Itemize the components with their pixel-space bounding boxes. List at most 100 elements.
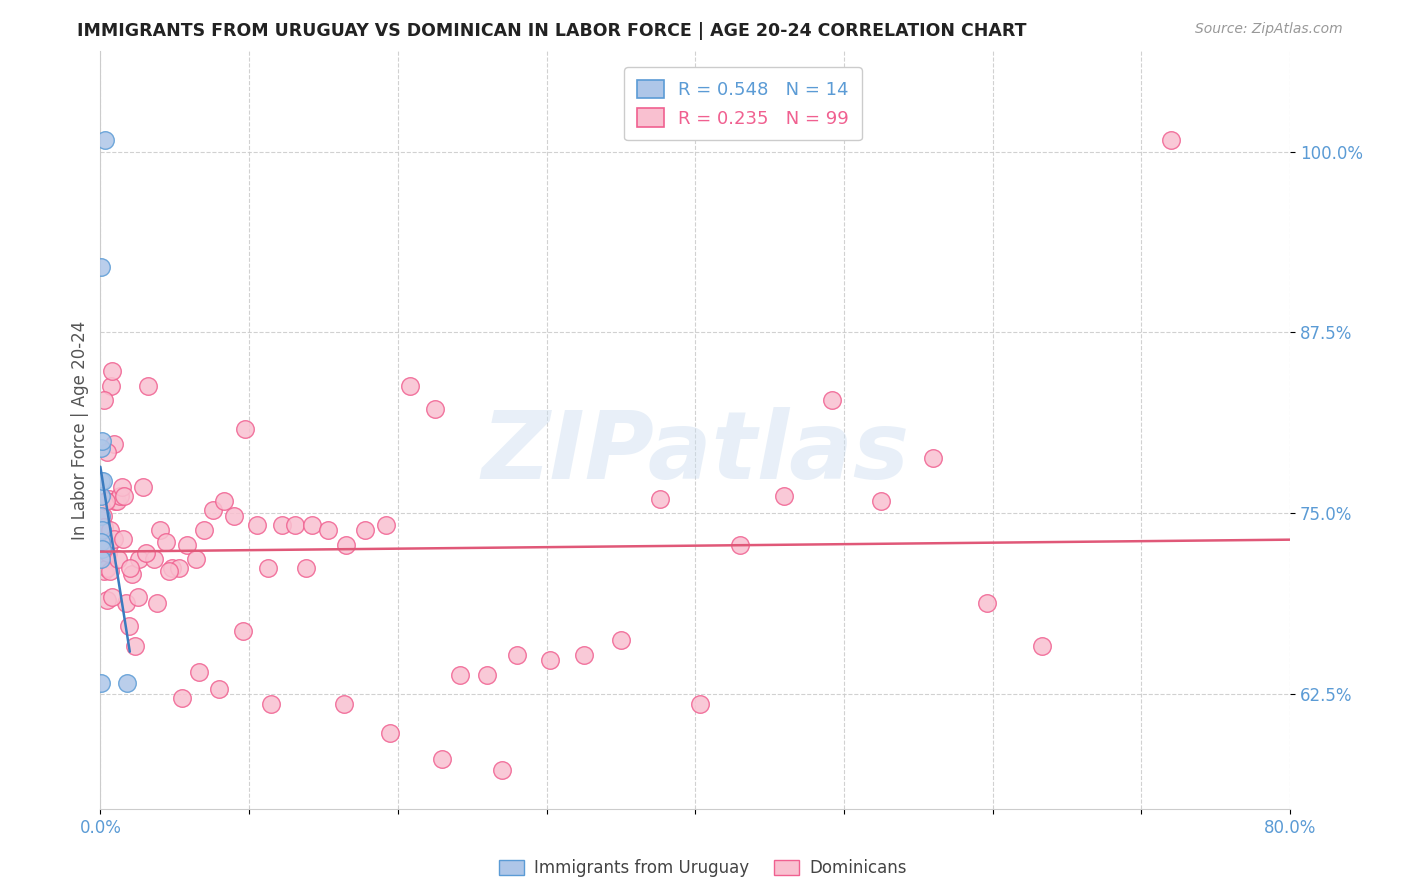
Point (354, 524, 377, 538)
Point (374, 517, 396, 532)
Point (90, 441, 112, 455)
Point (398, 379, 420, 393)
Point (380, 725, 402, 739)
Text: IMMIGRANTS FROM URUGUAY VS DOMINICAN IN LABOR FORCE | AGE 20-24 CORRELATION CHAR: IMMIGRANTS FROM URUGUAY VS DOMINICAN IN … (77, 22, 1026, 40)
Y-axis label: In Labor Force | Age 20-24: In Labor Force | Age 20-24 (72, 320, 89, 540)
Point (90, 676, 112, 690)
Point (96, 592, 118, 607)
Point (103, 532, 125, 546)
Text: Source: ZipAtlas.com: Source: ZipAtlas.com (1195, 22, 1343, 37)
Point (184, 552, 207, 566)
Point (94, 549, 117, 564)
Point (93, 538, 115, 552)
Point (208, 682, 231, 697)
Point (155, 534, 177, 549)
Point (90, 524, 112, 538)
Point (233, 422, 256, 436)
Point (94, 538, 117, 552)
Point (172, 690, 194, 705)
Point (538, 653, 561, 667)
Point (90, 489, 112, 503)
Point (90, 534, 112, 549)
Point (98, 491, 121, 506)
Point (104, 494, 127, 508)
Point (193, 524, 215, 538)
Point (124, 639, 146, 653)
Point (112, 532, 135, 546)
Legend: Immigrants from Uruguay, Dominicans: Immigrants from Uruguay, Dominicans (492, 853, 914, 884)
Point (146, 596, 169, 610)
Point (97, 538, 120, 552)
Point (1160, 133, 1182, 147)
Point (91, 538, 114, 552)
Point (90, 552, 112, 566)
Point (98, 524, 121, 538)
Point (157, 564, 180, 578)
Point (100, 379, 122, 393)
Point (90, 508, 112, 523)
Point (260, 697, 283, 711)
Point (187, 665, 209, 679)
Point (870, 494, 893, 508)
Point (115, 596, 138, 610)
Point (101, 364, 124, 378)
Point (135, 546, 157, 560)
Point (301, 517, 323, 532)
Point (91, 549, 114, 564)
Point (257, 561, 280, 575)
Point (107, 552, 129, 566)
Point (648, 491, 671, 506)
Point (149, 524, 172, 538)
Point (610, 633, 633, 648)
Point (90, 538, 112, 552)
Point (821, 393, 844, 408)
Point (127, 590, 149, 604)
Point (689, 697, 711, 711)
Point (96, 561, 118, 575)
Point (103, 436, 125, 450)
Point (160, 561, 183, 575)
Point (294, 561, 316, 575)
Point (91, 524, 114, 538)
Point (449, 667, 471, 681)
Point (773, 489, 796, 503)
Legend: R = 0.548   N = 14, R = 0.235   N = 99: R = 0.548 N = 14, R = 0.235 N = 99 (624, 67, 862, 140)
Point (93, 520, 115, 534)
Point (728, 538, 751, 552)
Point (136, 379, 159, 393)
Point (142, 552, 165, 566)
Point (91, 508, 114, 523)
Point (423, 401, 446, 416)
Point (91, 552, 114, 566)
Point (90, 434, 112, 448)
Point (245, 517, 267, 532)
Point (111, 480, 134, 494)
Point (922, 451, 945, 466)
Point (115, 676, 138, 690)
Point (491, 763, 513, 777)
Point (117, 618, 139, 632)
Point (90, 513, 112, 527)
Point (90, 260, 112, 275)
Point (976, 596, 998, 610)
Point (90, 534, 112, 549)
Point (121, 566, 143, 581)
Point (284, 517, 307, 532)
Point (120, 561, 142, 575)
Point (93, 564, 115, 578)
Point (506, 648, 529, 662)
Point (176, 538, 198, 552)
Point (335, 538, 357, 552)
Point (232, 624, 254, 639)
Point (333, 697, 356, 711)
Point (93, 393, 115, 408)
Point (107, 494, 129, 508)
Point (94, 552, 117, 566)
Point (91, 527, 114, 541)
Point (202, 503, 225, 517)
Point (167, 561, 190, 575)
Point (132, 480, 155, 494)
Point (108, 489, 131, 503)
Point (112, 489, 135, 503)
Point (270, 517, 292, 532)
